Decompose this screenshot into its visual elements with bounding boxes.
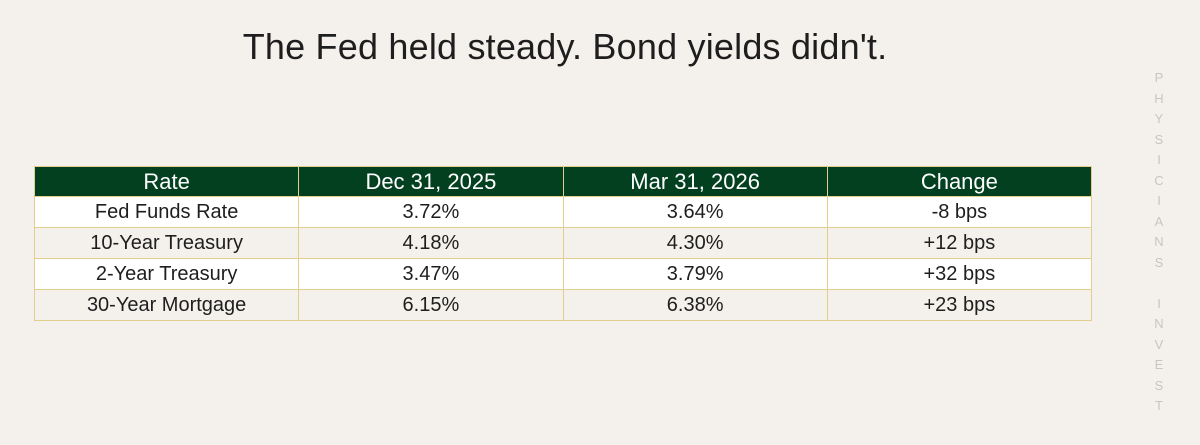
dec-2025-value-cell: 4.18% [298,227,564,259]
rate-name-cell: 30-Year Mortgage [33,289,300,321]
table-row: 10-Year Treasury 4.18% 4.30% +12 bps [33,227,1093,259]
change-value-cell: +23 bps [826,289,1093,321]
table-row: 30-Year Mortgage 6.15% 6.38% +23 bps [33,289,1093,321]
table-row: 2-Year Treasury 3.47% 3.79% +32 bps [33,258,1093,290]
watermark-letter: A [1154,213,1164,229]
column-header-change: Change [826,166,1093,197]
change-value-cell: +12 bps [826,227,1093,259]
watermark-letter: H [1154,90,1164,106]
rate-name-cell: 2-Year Treasury [33,258,300,290]
watermark-letter: V [1154,336,1164,352]
rates-table-container: Rate Dec 31, 2025 Mar 31, 2026 Change Fe… [33,166,1093,321]
change-value-cell: -8 bps [826,196,1093,228]
dec-2025-value-cell: 3.47% [298,258,564,290]
rate-name-cell: 10-Year Treasury [33,227,300,259]
change-value-cell: +32 bps [826,258,1093,290]
mar-2026-value-cell: 3.79% [562,258,828,290]
rates-table: Rate Dec 31, 2025 Mar 31, 2026 Change Fe… [33,166,1093,321]
dec-2025-value-cell: 6.15% [298,289,564,321]
mar-2026-value-cell: 3.64% [562,196,828,228]
page-title: The Fed held steady. Bond yields didn't. [242,26,888,67]
table-header-row: Rate Dec 31, 2025 Mar 31, 2026 Change [33,166,1093,197]
watermark-letter: I [1157,152,1161,167]
column-header-dec-2025: Dec 31, 2025 [298,166,564,197]
watermark-letter: S [1154,131,1164,147]
watermark-letter: T [1155,398,1163,413]
watermark-letter [1157,273,1161,294]
watermark-letter: P [1154,70,1164,85]
watermark-letter: Y [1154,111,1164,126]
watermark-letter: I [1157,295,1161,311]
watermark-letter: N [1154,234,1164,249]
watermark-letter: S [1154,377,1164,393]
rate-name-cell: Fed Funds Rate [33,196,300,228]
column-header-mar-2026: Mar 31, 2026 [562,166,828,197]
watermark-letter: S [1154,254,1164,270]
column-header-rate: Rate [33,166,300,197]
table-row: Fed Funds Rate 3.72% 3.64% -8 bps [33,196,1093,228]
mar-2026-value-cell: 4.30% [562,227,828,259]
mar-2026-value-cell: 6.38% [562,289,828,321]
dec-2025-value-cell: 3.72% [298,196,564,228]
watermark-letter: C [1154,172,1164,188]
watermark-letter: E [1154,357,1164,372]
watermark-letter: N [1154,316,1164,331]
watermark-letter: I [1157,193,1161,208]
